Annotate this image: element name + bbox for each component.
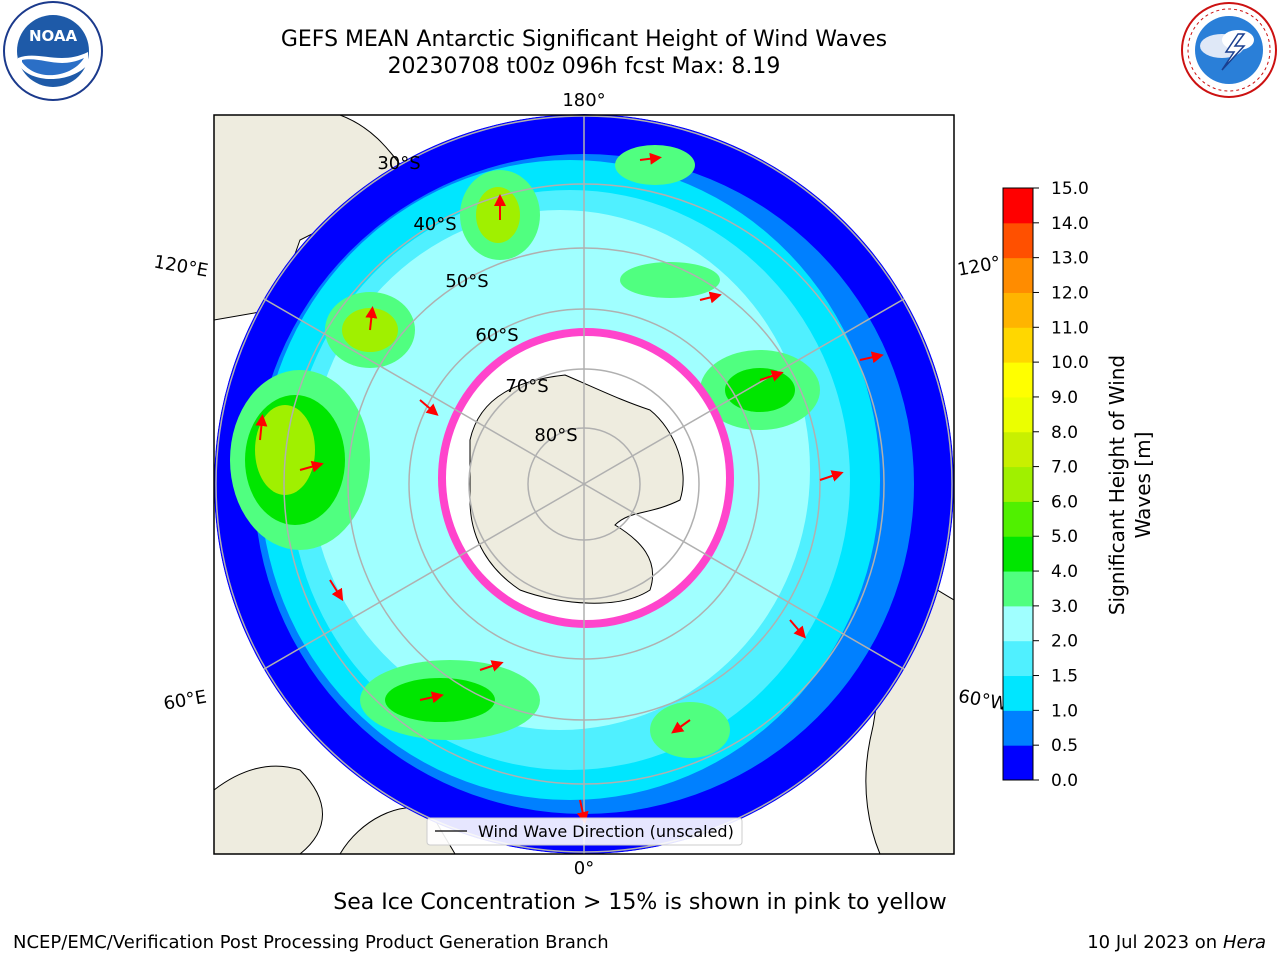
colorbar-tick-label: 1.0 [1051, 701, 1078, 721]
wave-arrow [699, 291, 722, 304]
label-180: 180° [562, 90, 605, 111]
label-70s: 70°S [505, 376, 548, 397]
noaa-logo: NOAA [3, 1, 103, 101]
colorbar-segment [1003, 501, 1033, 537]
wave-arrow [419, 691, 444, 704]
colorbar-tick-label: 1.5 [1051, 667, 1078, 687]
colorbar-segment [1003, 605, 1033, 642]
label-120w: 120° [956, 252, 1002, 280]
wave-arrow [255, 414, 268, 441]
colorbar-tick-label: 2.0 [1051, 632, 1078, 652]
colorbar-tick-label: 0.0 [1051, 771, 1078, 791]
colorbar-tick-label: 7.0 [1051, 458, 1078, 478]
map-frame [213, 114, 955, 855]
wave-arrow [329, 579, 344, 602]
colorbar-tick-label: 12.0 [1051, 283, 1089, 303]
credit-text: NCEP/EMC/Verification Post Processing Pr… [13, 932, 609, 953]
wave-arrow [639, 152, 662, 165]
label-30s: 30°S [377, 153, 420, 174]
label-60w: 60°W [957, 686, 1010, 715]
label-0: 0° [574, 858, 594, 879]
machine-name: Hera [1222, 932, 1266, 953]
colorbar-segment [1003, 431, 1033, 468]
colorbar-segment [1003, 222, 1033, 259]
colorbar-tick-label: 4.0 [1051, 562, 1078, 582]
colorbar-segment [1003, 745, 1033, 781]
colorbar-segment [1003, 188, 1033, 224]
colorbar-tick-label: 3.0 [1051, 597, 1078, 617]
label-120e: 120°E [152, 251, 210, 281]
latitude-labels: 30°S 40°S 50°S 60°S 70°S 80°S [377, 153, 577, 446]
colorbar-segment [1003, 466, 1033, 502]
colorbar-tick-label: 6.0 [1051, 492, 1078, 512]
wave-arrow [671, 719, 691, 734]
colorbar-segment [1003, 675, 1033, 711]
colorbar-segment [1003, 362, 1033, 398]
legend-label: Wind Wave Direction (unscaled) [478, 822, 734, 841]
wave-arrow [299, 460, 324, 473]
colorbar-segment [1003, 536, 1033, 572]
noaa-logo-text: NOAA [29, 27, 78, 45]
sea-ice-note: Sea Ice Concentration > 15% is shown in … [333, 890, 947, 915]
map-legend: Wind Wave Direction (unscaled) [426, 817, 743, 846]
chart-subtitle: 20230708 t00z 096h fcst Max: 8.19 [387, 54, 781, 79]
wave-arrow [759, 370, 784, 382]
label-40s: 40°S [413, 214, 456, 235]
colorbar-frame [1002, 187, 1034, 781]
colorbar-tick-label: 15.0 [1051, 179, 1089, 199]
colorbar-tick-label: 9.0 [1051, 388, 1078, 408]
label-80s: 80°S [534, 425, 577, 446]
graticule [214, 114, 954, 854]
wave-arrow [789, 619, 806, 639]
colorbar-segment [1003, 640, 1033, 677]
wave-arrow [479, 660, 504, 672]
colorbar-segment [1003, 257, 1033, 293]
colorbar-segment [1003, 571, 1033, 607]
wave-arrow [365, 306, 378, 331]
nws-logo [1181, 2, 1277, 98]
wave-arrow [576, 799, 589, 824]
date-text: 10 Jul 2023 on [1087, 932, 1218, 953]
wind-wave-arrows [255, 152, 884, 824]
wave-arrow [419, 399, 439, 416]
colorbar-tick-label: 14.0 [1051, 214, 1089, 234]
chart-title: GEFS MEAN Antarctic Significant Height o… [280, 27, 888, 52]
date-stamp: 10 Jul 2023 on Hera [1087, 932, 1266, 953]
label-60s: 60°S [475, 325, 518, 346]
wave-arrow [819, 470, 844, 482]
colorbar-tick-label: 0.5 [1051, 736, 1078, 756]
colorbar-tick-label: 13.0 [1051, 249, 1089, 269]
colorbar-segment [1003, 710, 1033, 746]
colorbar-tick-label: 10.0 [1051, 353, 1089, 373]
wave-arrow [859, 351, 884, 364]
colorbar-segment [1003, 292, 1033, 328]
colorbar: 0.0 0.5 1.0 1.5 2.0 3.0 4.0 5.0 6.0 7.0 8.0 9.0 10.0… [1002, 179, 1089, 791]
colorbar-tick-label: 8.0 [1051, 423, 1078, 443]
colorbar-label-line1: Significant Height of Wind [1105, 354, 1129, 616]
label-60e: 60°E [162, 686, 208, 714]
colorbar-tick-label: 5.0 [1051, 527, 1078, 547]
label-50s: 50°S [445, 271, 488, 292]
colorbar-label-line2: Waves [m] [1131, 431, 1155, 539]
colorbar-tick-label: 11.0 [1051, 318, 1089, 338]
colorbar-segment [1003, 396, 1033, 433]
colorbar-segment [1003, 327, 1033, 363]
